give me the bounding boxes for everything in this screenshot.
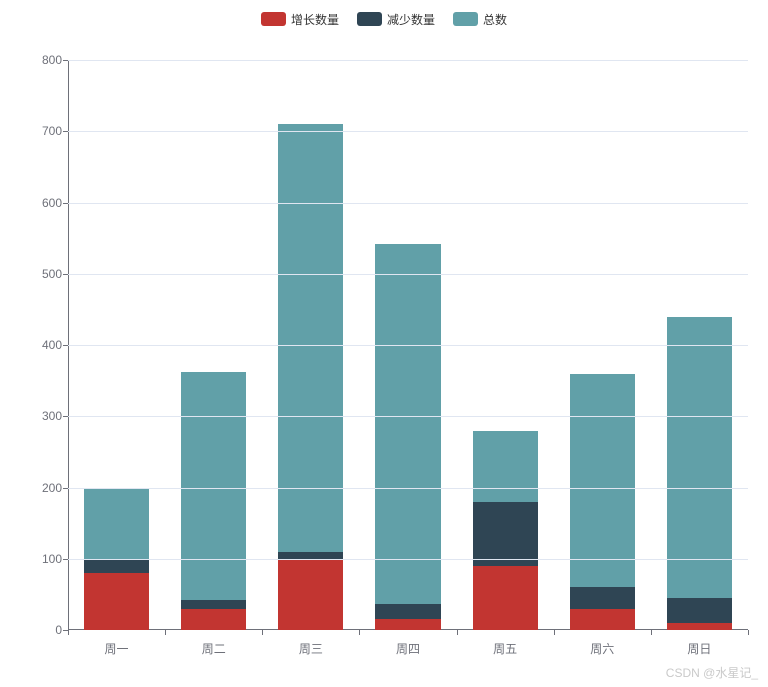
y-tick (63, 416, 68, 417)
bar-segment[interactable] (667, 317, 732, 598)
bar-segment[interactable] (84, 573, 149, 630)
x-tick-label: 周日 (687, 640, 711, 657)
bar-segment[interactable] (473, 566, 538, 630)
grid-line (68, 488, 748, 489)
legend-swatch (453, 12, 478, 26)
grid-line (68, 416, 748, 417)
y-tick (63, 60, 68, 61)
y-tick-label: 0 (28, 623, 62, 637)
x-tick (748, 630, 749, 635)
bar-segment[interactable] (473, 502, 538, 566)
legend-item[interactable]: 增长数量 (261, 11, 339, 28)
grid-line (68, 274, 748, 275)
y-tick (63, 559, 68, 560)
y-tick (63, 203, 68, 204)
x-tick (262, 630, 263, 635)
y-tick-label: 400 (28, 338, 62, 352)
legend-item[interactable]: 总数 (453, 11, 507, 28)
bar-segment[interactable] (375, 244, 440, 604)
bar-segment[interactable] (278, 552, 343, 559)
bar-segment[interactable] (473, 431, 538, 502)
x-tick (68, 630, 69, 635)
bar-segment[interactable] (375, 619, 440, 630)
x-tick-label: 周四 (396, 640, 420, 657)
legend-swatch (357, 12, 382, 26)
y-tick (63, 131, 68, 132)
grid-line (68, 131, 748, 132)
plot-area: 0100200300400500600700800周一周二周三周四周五周六周日 (68, 60, 748, 630)
bar-segment[interactable] (667, 623, 732, 630)
x-tick (359, 630, 360, 635)
grid-line (68, 203, 748, 204)
y-tick-label: 300 (28, 409, 62, 423)
x-tick-label: 周五 (493, 640, 517, 657)
x-tick (165, 630, 166, 635)
bar-segment[interactable] (181, 600, 246, 609)
y-tick (63, 274, 68, 275)
y-tick (63, 488, 68, 489)
y-tick-label: 800 (28, 53, 62, 67)
legend-label: 增长数量 (291, 11, 339, 28)
grid-line (68, 559, 748, 560)
stacked-bar-chart: 增长数量减少数量总数 0100200300400500600700800周一周二… (0, 0, 768, 687)
legend: 增长数量 减少数量 总数 (0, 0, 768, 30)
bar-segment[interactable] (570, 609, 635, 630)
x-tick (651, 630, 652, 635)
y-tick-label: 100 (28, 552, 62, 566)
bar-segment[interactable] (278, 559, 343, 630)
bar-segment[interactable] (181, 372, 246, 600)
grid-line (68, 345, 748, 346)
y-tick-label: 500 (28, 267, 62, 281)
legend-label: 减少数量 (387, 11, 435, 28)
legend-item[interactable]: 减少数量 (357, 11, 435, 28)
x-tick (554, 630, 555, 635)
legend-label: 总数 (483, 11, 507, 28)
y-tick (63, 345, 68, 346)
bar-segment[interactable] (84, 559, 149, 573)
bar-segment[interactable] (84, 488, 149, 559)
y-tick-label: 700 (28, 124, 62, 138)
x-tick-label: 周六 (590, 640, 614, 657)
x-tick (457, 630, 458, 635)
bar-segment[interactable] (667, 598, 732, 623)
y-tick-label: 600 (28, 196, 62, 210)
bar-segment[interactable] (181, 609, 246, 630)
legend-swatch (261, 12, 286, 26)
x-tick-label: 周三 (299, 640, 323, 657)
bar-segment[interactable] (570, 374, 635, 588)
watermark: CSDN @水星记_ (666, 664, 758, 681)
grid-line (68, 60, 748, 61)
bar-segment[interactable] (570, 587, 635, 608)
x-tick-label: 周二 (202, 640, 226, 657)
bar-segment[interactable] (375, 604, 440, 620)
y-tick-label: 200 (28, 481, 62, 495)
x-tick-label: 周一 (105, 640, 129, 657)
